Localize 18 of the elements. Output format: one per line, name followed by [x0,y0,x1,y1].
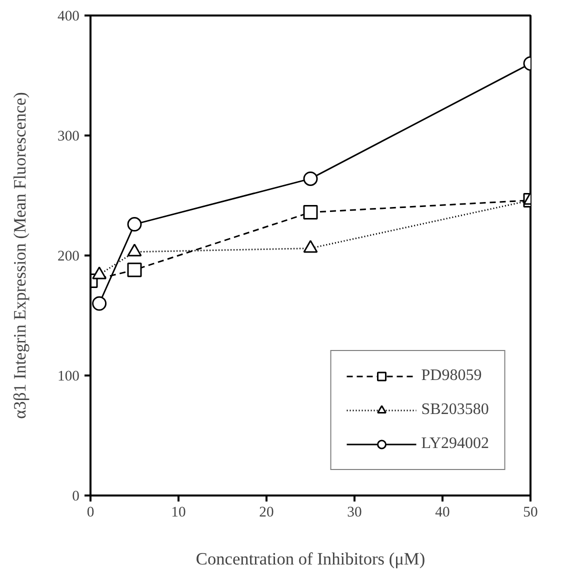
x-tick-label: 30 [347,504,362,520]
legend-label: SB203580 [421,401,489,419]
y-tick-label: 0 [72,488,80,504]
point [92,296,107,311]
y-tick-label: 400 [58,8,80,24]
legend-label: PD98059 [421,367,482,385]
x-tick-label: 50 [523,504,538,520]
y-axis-title: α3β1 Integrin Expression (Mean Fluorescence) [10,92,30,419]
x-tick-label: 40 [435,504,450,520]
y-tick-label: 300 [58,128,80,144]
x-axis-title: Concentration of Inhibitors (μM) [196,550,426,568]
y-tick-label: 100 [58,368,80,384]
point [127,217,142,232]
x-tick-label: 0 [86,504,94,520]
x-tick-label: 20 [259,504,274,520]
legend-label: LY294002 [421,435,489,453]
x-tick-label: 10 [171,504,186,520]
y-tick-label: 200 [58,248,80,264]
